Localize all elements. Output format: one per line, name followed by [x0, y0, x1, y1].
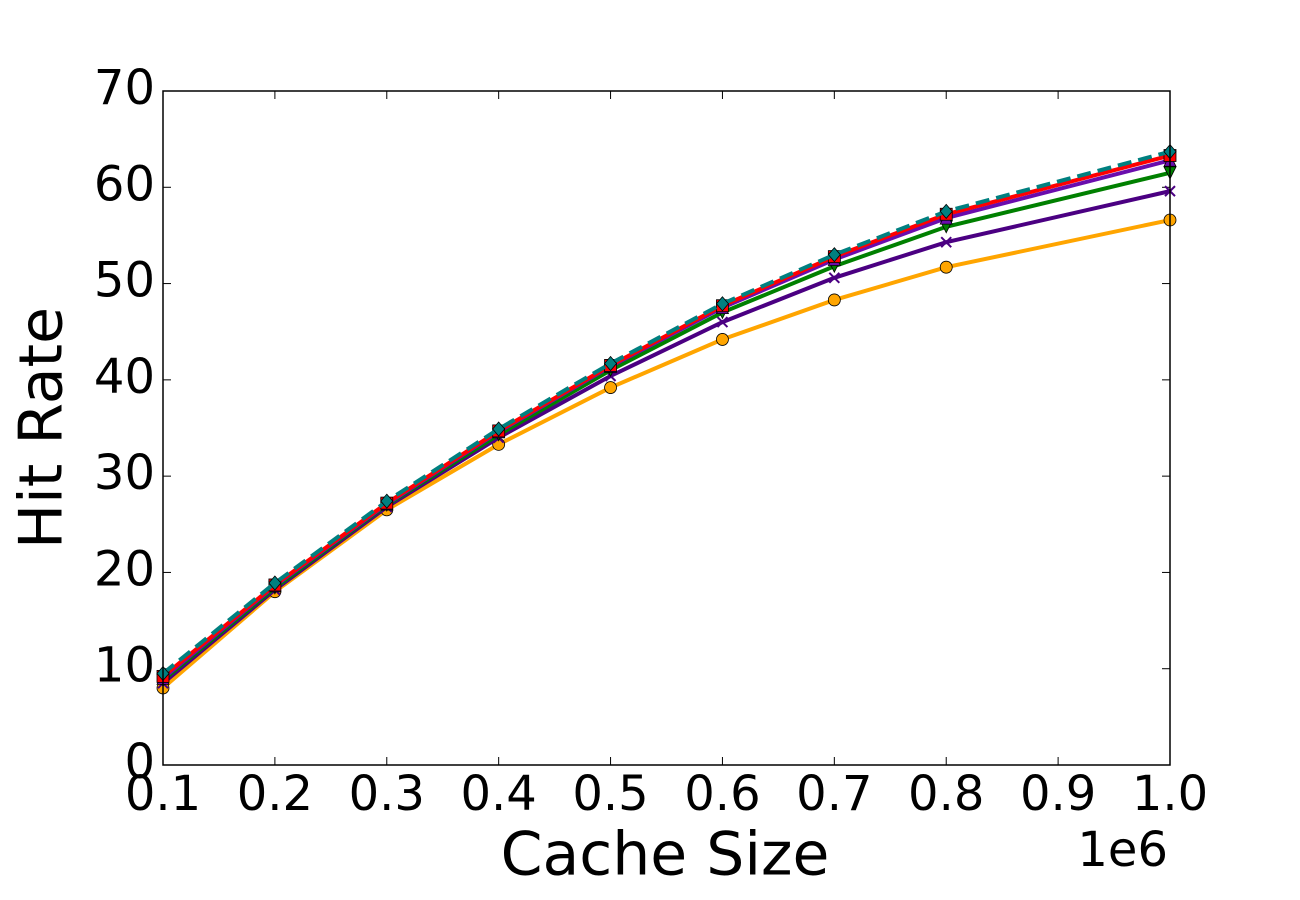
y-tick-label: 0: [124, 734, 155, 790]
y-tick-label: 50: [94, 253, 155, 309]
series-line: [161, 170, 1171, 682]
x-tick-label: 0.2: [237, 766, 313, 822]
point: [268, 575, 282, 591]
point: [827, 247, 841, 263]
x-tick-label: 0.8: [908, 766, 984, 822]
point: [604, 355, 618, 372]
point: [827, 293, 841, 307]
y-tick-label: 40: [94, 349, 155, 405]
x-tick-label: 0.1: [125, 766, 201, 822]
point: [716, 316, 729, 328]
y-tick-label: 30: [94, 445, 155, 501]
x-axis-label: Cache Size: [501, 820, 830, 890]
point: [716, 333, 729, 346]
x-tick-label: 0.7: [796, 766, 872, 822]
point: [380, 493, 394, 509]
x-tick-label: 0.6: [684, 766, 760, 822]
y-axis-label: Hit Rate: [7, 307, 77, 549]
series-line: [161, 189, 1171, 685]
point: [715, 296, 729, 312]
series-line: [161, 218, 1171, 690]
series-line: [161, 149, 1171, 676]
point: [939, 260, 953, 274]
y-tick-label: 60: [94, 156, 155, 212]
plot-frame: [162, 90, 1171, 766]
point: [940, 236, 952, 248]
x-tick-label: 0.9: [1020, 766, 1096, 822]
point: [828, 272, 841, 284]
x-offset-label: 1e6: [1077, 822, 1168, 878]
point: [492, 421, 506, 437]
x-tick-label: 1.0: [1132, 766, 1208, 822]
y-tick-label: 10: [94, 638, 155, 694]
point: [939, 203, 953, 219]
x-tick-label: 0.5: [572, 766, 648, 822]
y-tick-label: 20: [94, 541, 155, 597]
y-tick-label: 70: [94, 60, 155, 116]
series-line: [161, 153, 1171, 678]
series-line: [161, 158, 1171, 680]
x-tick-label: 0.3: [349, 766, 425, 822]
x-tick-label: 0.4: [460, 766, 536, 822]
point: [604, 381, 617, 394]
